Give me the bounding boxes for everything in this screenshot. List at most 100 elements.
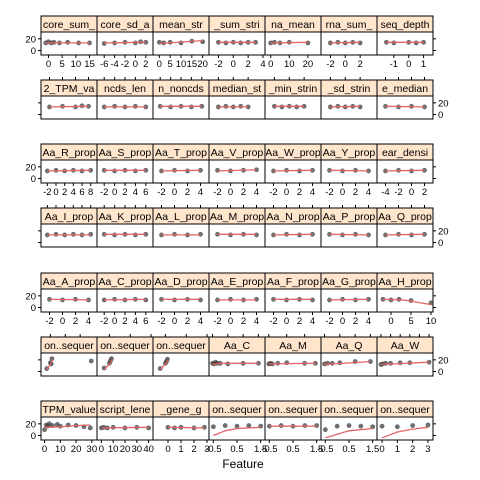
- x-tick-label: 5: [168, 59, 173, 70]
- x-tick-label: -2: [269, 316, 277, 327]
- panel-strip-label: Aa_F_prop: [267, 276, 319, 288]
- panel-strip-label: rna_sum_: [326, 19, 373, 31]
- panel-strip-label: Aa_M: [279, 340, 306, 352]
- x-tick-label: 2: [353, 316, 358, 327]
- x-tick-label: 4: [254, 187, 259, 198]
- panel-strip-label: Aa_T_prop: [155, 147, 207, 159]
- panel-strip-label: Aa_R_prop: [42, 147, 95, 159]
- panel-strip-label: ncds_len: [104, 83, 146, 95]
- panel: _gene_g 0 1 2 3: [152, 400, 210, 455]
- x-tick-label: 0: [172, 316, 177, 327]
- panel: on..sequer: [152, 334, 210, 377]
- data-point: [337, 360, 343, 366]
- panel: on..sequer -0.5 0.5 1.5: [317, 400, 379, 455]
- panel-strip-label: e_median: [382, 83, 428, 95]
- panel: Aa_N_prop: [264, 205, 322, 248]
- x-tick-label: 6: [143, 187, 148, 198]
- data-point: [397, 360, 403, 366]
- panel: script_lene 0 10 20 30 40: [96, 400, 154, 455]
- x-tick-label: 2: [357, 59, 362, 70]
- x-tick-label: -2: [121, 59, 129, 70]
- panel: _min_strin: [264, 77, 322, 120]
- x-tick-label: 0: [133, 59, 138, 70]
- x-tick-label: 0: [228, 187, 233, 198]
- x-tick-label: 6: [79, 187, 84, 198]
- panel: Aa_E_prop -2 0 2 4: [208, 272, 266, 327]
- panel-data: [216, 39, 258, 46]
- data-point: [49, 356, 55, 362]
- x-tick-label: 0: [406, 59, 411, 70]
- panel-data: [47, 103, 91, 110]
- x-tick-label: 4: [86, 316, 91, 327]
- panel: Aa_V_prop -2 0 2 4: [208, 143, 266, 198]
- x-tick-label: 0: [340, 187, 345, 198]
- panel: on..sequer 0 1 2 3: [376, 400, 436, 455]
- panel: Aa_M: [264, 334, 322, 377]
- y-tick-label: 20: [25, 162, 36, 173]
- panel: _sd_strin: [320, 77, 378, 120]
- panel-data: [101, 39, 149, 46]
- panel: Aa_D_prop -2 0 2 4: [152, 272, 210, 327]
- x-tick-label: 4: [133, 187, 138, 198]
- panel-frame: [152, 352, 210, 377]
- panel-strip-label: on..sequer: [324, 404, 374, 416]
- panel-data: [215, 296, 259, 303]
- panel: on..sequer -0.5 0.5 1.5: [205, 400, 267, 455]
- panel-strip-label: mean_str: [159, 19, 203, 31]
- x-tick-label: 0.5: [342, 444, 355, 455]
- smooth-line: [161, 169, 201, 172]
- y-tick-label: 20: [438, 355, 449, 366]
- x-tick-label: 0.5: [230, 444, 243, 455]
- data-point: [246, 423, 252, 428]
- x-tick-label: -6: [100, 59, 108, 70]
- x-tick-label: 0: [172, 187, 177, 198]
- panel: median_st: [208, 77, 266, 120]
- panel-data: [266, 360, 318, 367]
- smooth-line: [49, 105, 89, 108]
- panel-data: [159, 231, 203, 238]
- y-tick-label: 0: [438, 367, 443, 378]
- panel-data: [98, 424, 152, 431]
- panel-strip-label: Aa_P_prop: [323, 211, 376, 223]
- panel-strip-label: median_st: [213, 83, 262, 95]
- panel-data: [165, 424, 207, 431]
- data-point: [301, 103, 307, 109]
- data-point: [101, 297, 107, 303]
- x-tick-label: 4: [366, 187, 371, 198]
- x-tick-label: 3: [204, 444, 209, 455]
- x-tick-label: -0.5: [317, 444, 333, 455]
- data-point: [254, 167, 259, 173]
- x-tick-label: -0.5: [205, 444, 221, 455]
- smooth-line: [329, 233, 369, 236]
- panel-strip-label: Aa_Q_prop: [378, 211, 432, 223]
- x-tick-label: 0: [112, 316, 117, 327]
- data-point: [88, 358, 94, 364]
- x-tick-label: 1.5: [310, 444, 323, 455]
- x-tick-label: -2: [213, 187, 221, 198]
- x-tick-label: 20: [197, 59, 208, 70]
- data-point: [383, 360, 389, 366]
- x-tick-label: 3: [425, 444, 430, 455]
- data-point: [159, 168, 164, 174]
- x-tick-label: 10: [71, 59, 82, 70]
- x-tick-label: -2: [45, 316, 53, 327]
- panel: Aa_C: [208, 334, 266, 377]
- smooth-line: [273, 169, 313, 172]
- panel: n_noncds: [152, 77, 210, 120]
- smooth-line: [159, 359, 170, 370]
- data-point: [370, 424, 376, 430]
- x-tick-label: 1: [421, 59, 426, 70]
- smooth-line: [330, 41, 361, 44]
- x-tick-label: 10: [176, 59, 187, 70]
- data-point: [383, 232, 388, 238]
- panel: Aa_L_prop: [152, 205, 210, 248]
- panel: ear_densi -4 -2 0 2: [376, 143, 436, 198]
- panel-data: [272, 103, 307, 110]
- panel-data: [328, 39, 363, 46]
- smooth-line: [273, 233, 313, 236]
- x-tick-label: 2: [297, 316, 302, 327]
- x-tick-label: 2: [73, 316, 78, 327]
- x-tick-label: 0: [99, 444, 104, 455]
- panel-data: [210, 423, 264, 437]
